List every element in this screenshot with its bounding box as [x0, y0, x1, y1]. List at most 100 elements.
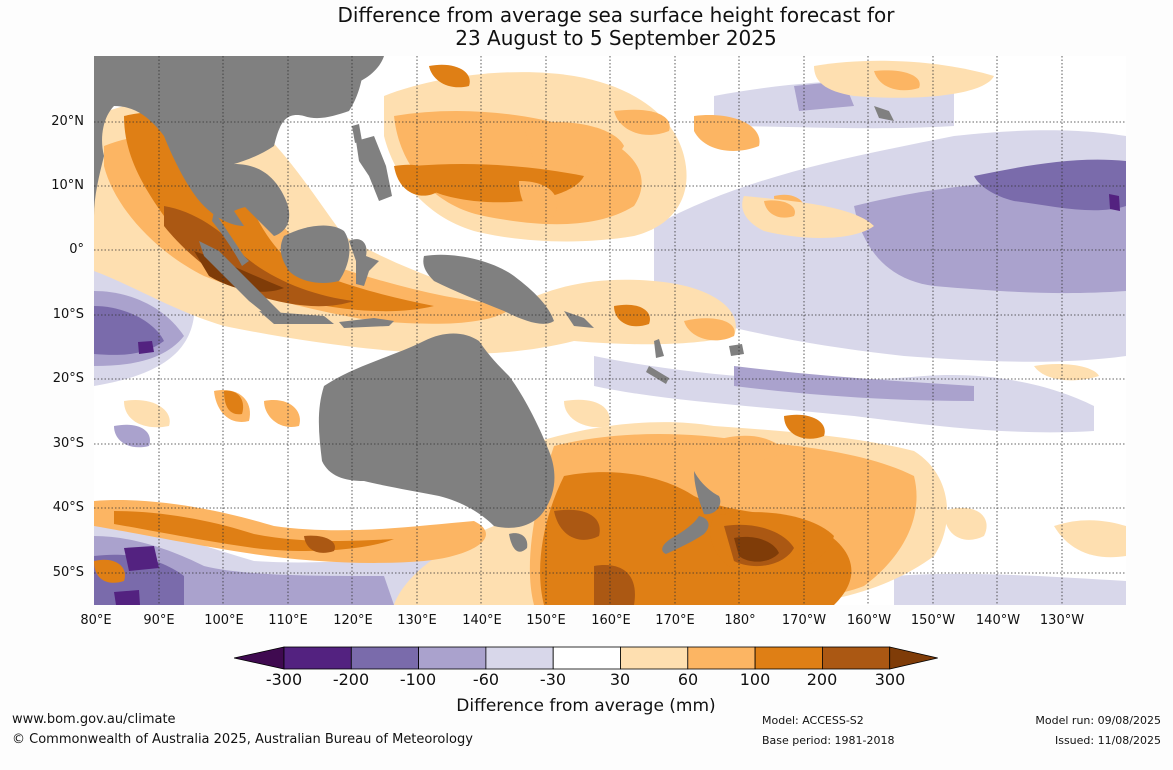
anomaly-region — [734, 366, 974, 401]
anomaly-region — [894, 573, 1126, 605]
anomaly-region — [164, 206, 354, 307]
borneo — [280, 225, 350, 283]
anomaly-region — [684, 318, 735, 341]
lon-label-110e: 110°E — [268, 613, 308, 628]
lon-label-170e: 170°E — [655, 613, 695, 628]
indochina — [234, 164, 290, 236]
map-panel — [94, 56, 1126, 605]
land-areas — [94, 56, 894, 554]
lesser-sunda — [339, 318, 394, 328]
anomaly-region — [114, 424, 150, 448]
copyright-text: © Commonwealth of Australia 2025, Austra… — [12, 732, 473, 747]
model-name: Model: ACCESS-S2 — [762, 714, 864, 727]
anomaly-region — [264, 400, 300, 427]
model-run-date: Model run: 09/08/2025 — [1035, 714, 1161, 727]
anomaly-region — [614, 304, 650, 327]
anomaly-region — [524, 122, 624, 166]
new-guinea — [423, 254, 554, 324]
java — [259, 311, 334, 324]
lon-label-170w: 170°W — [781, 613, 827, 628]
anomaly-region — [614, 109, 670, 135]
lat-label-30s: 30°S — [52, 436, 84, 451]
vanuatu — [654, 339, 664, 358]
graticule — [94, 56, 1126, 605]
colorbar-tick: -300 — [265, 670, 303, 689]
lat-label-10n: 10°N — [51, 178, 84, 193]
anomaly-region — [429, 64, 470, 88]
lon-label-100e: 100°E — [204, 613, 244, 628]
colorbar-tick: 200 — [806, 670, 838, 689]
anomaly-region — [1054, 520, 1126, 558]
anomaly-region — [784, 414, 825, 439]
anomaly-region — [224, 390, 244, 415]
colorbar-tick: -30 — [539, 670, 567, 689]
anomaly-region — [114, 590, 140, 605]
anomaly-region — [714, 435, 784, 460]
colorbar-swatch — [620, 646, 689, 670]
sumatra — [199, 241, 284, 321]
new-zealand-south — [662, 516, 709, 554]
colorbar-tick: 60 — [677, 670, 699, 689]
colorbar-tick: 30 — [609, 670, 631, 689]
anomaly-region — [1109, 194, 1120, 211]
lat-label-20s: 20°S — [52, 371, 84, 386]
lat-label-50s: 50°S — [52, 565, 84, 580]
colorbar-tick: -200 — [332, 670, 370, 689]
anomaly-region — [138, 341, 154, 354]
anomaly-region — [734, 536, 779, 562]
fiji — [729, 344, 744, 356]
anomaly-region — [519, 181, 558, 218]
hawaii — [874, 106, 894, 121]
anomaly-region — [594, 565, 635, 605]
lon-label-150w: 150°W — [910, 613, 956, 628]
lat-label-20n: 20°N — [51, 114, 84, 129]
anomaly-region — [94, 559, 125, 583]
new-zealand-north — [694, 471, 721, 515]
anomaly-region — [944, 507, 987, 540]
lon-label-80e: 80°E — [80, 613, 112, 628]
colorbar-swatch — [283, 646, 352, 670]
australia — [318, 333, 555, 528]
lon-label-140e: 140°E — [462, 613, 502, 628]
lon-label-140w: 140°W — [975, 613, 1021, 628]
anomaly-region — [304, 535, 335, 553]
colorbar-swatch — [485, 646, 554, 670]
anomaly-region — [1034, 364, 1099, 381]
lon-label-120e: 120°E — [333, 613, 373, 628]
colorbar-extend-low — [234, 646, 285, 670]
philippines — [356, 136, 392, 201]
malay-peninsula — [212, 211, 249, 266]
anomaly-region — [694, 115, 760, 151]
colorbar-tick: -60 — [472, 670, 500, 689]
lat-label-10s: 10°S — [52, 307, 84, 322]
colorbar-swatch — [687, 646, 756, 670]
anomaly-region — [124, 400, 170, 428]
colorbar-tick: -100 — [399, 670, 437, 689]
issued-date: Issued: 11/08/2025 — [1054, 734, 1161, 747]
lon-label-180: 180° — [724, 613, 756, 628]
anomaly-region — [124, 546, 159, 571]
lon-label-90e: 90°E — [143, 613, 175, 628]
title-line-2: 23 August to 5 September 2025 — [455, 26, 777, 50]
colorbar-swatch — [418, 646, 487, 670]
lon-label-130w: 130°W — [1039, 613, 1085, 628]
anomaly-region — [874, 70, 920, 91]
asia-landmass — [94, 56, 364, 226]
website-link[interactable]: www.bom.gov.au/climate — [12, 712, 176, 727]
colorbar-extend-high — [889, 646, 938, 670]
anomaly-region — [564, 399, 610, 428]
colorbar-tick: 300 — [874, 670, 906, 689]
lon-label-160e: 160°E — [591, 613, 631, 628]
title-line-1: Difference from average sea surface heig… — [337, 3, 895, 27]
colorbar-label: Difference from average (mm) — [456, 696, 716, 716]
colorbar-tick: 100 — [739, 670, 771, 689]
colorbar-swatch — [552, 646, 621, 670]
colorbar — [234, 646, 938, 670]
colorbar-swatch — [822, 646, 891, 670]
lat-label-0: 0° — [69, 242, 84, 257]
anomaly-region — [854, 179, 1126, 294]
colorbar-swatch — [754, 646, 823, 670]
anomaly-region — [974, 159, 1126, 211]
anomaly-region — [764, 200, 795, 218]
lon-label-160w: 160°W — [846, 613, 892, 628]
